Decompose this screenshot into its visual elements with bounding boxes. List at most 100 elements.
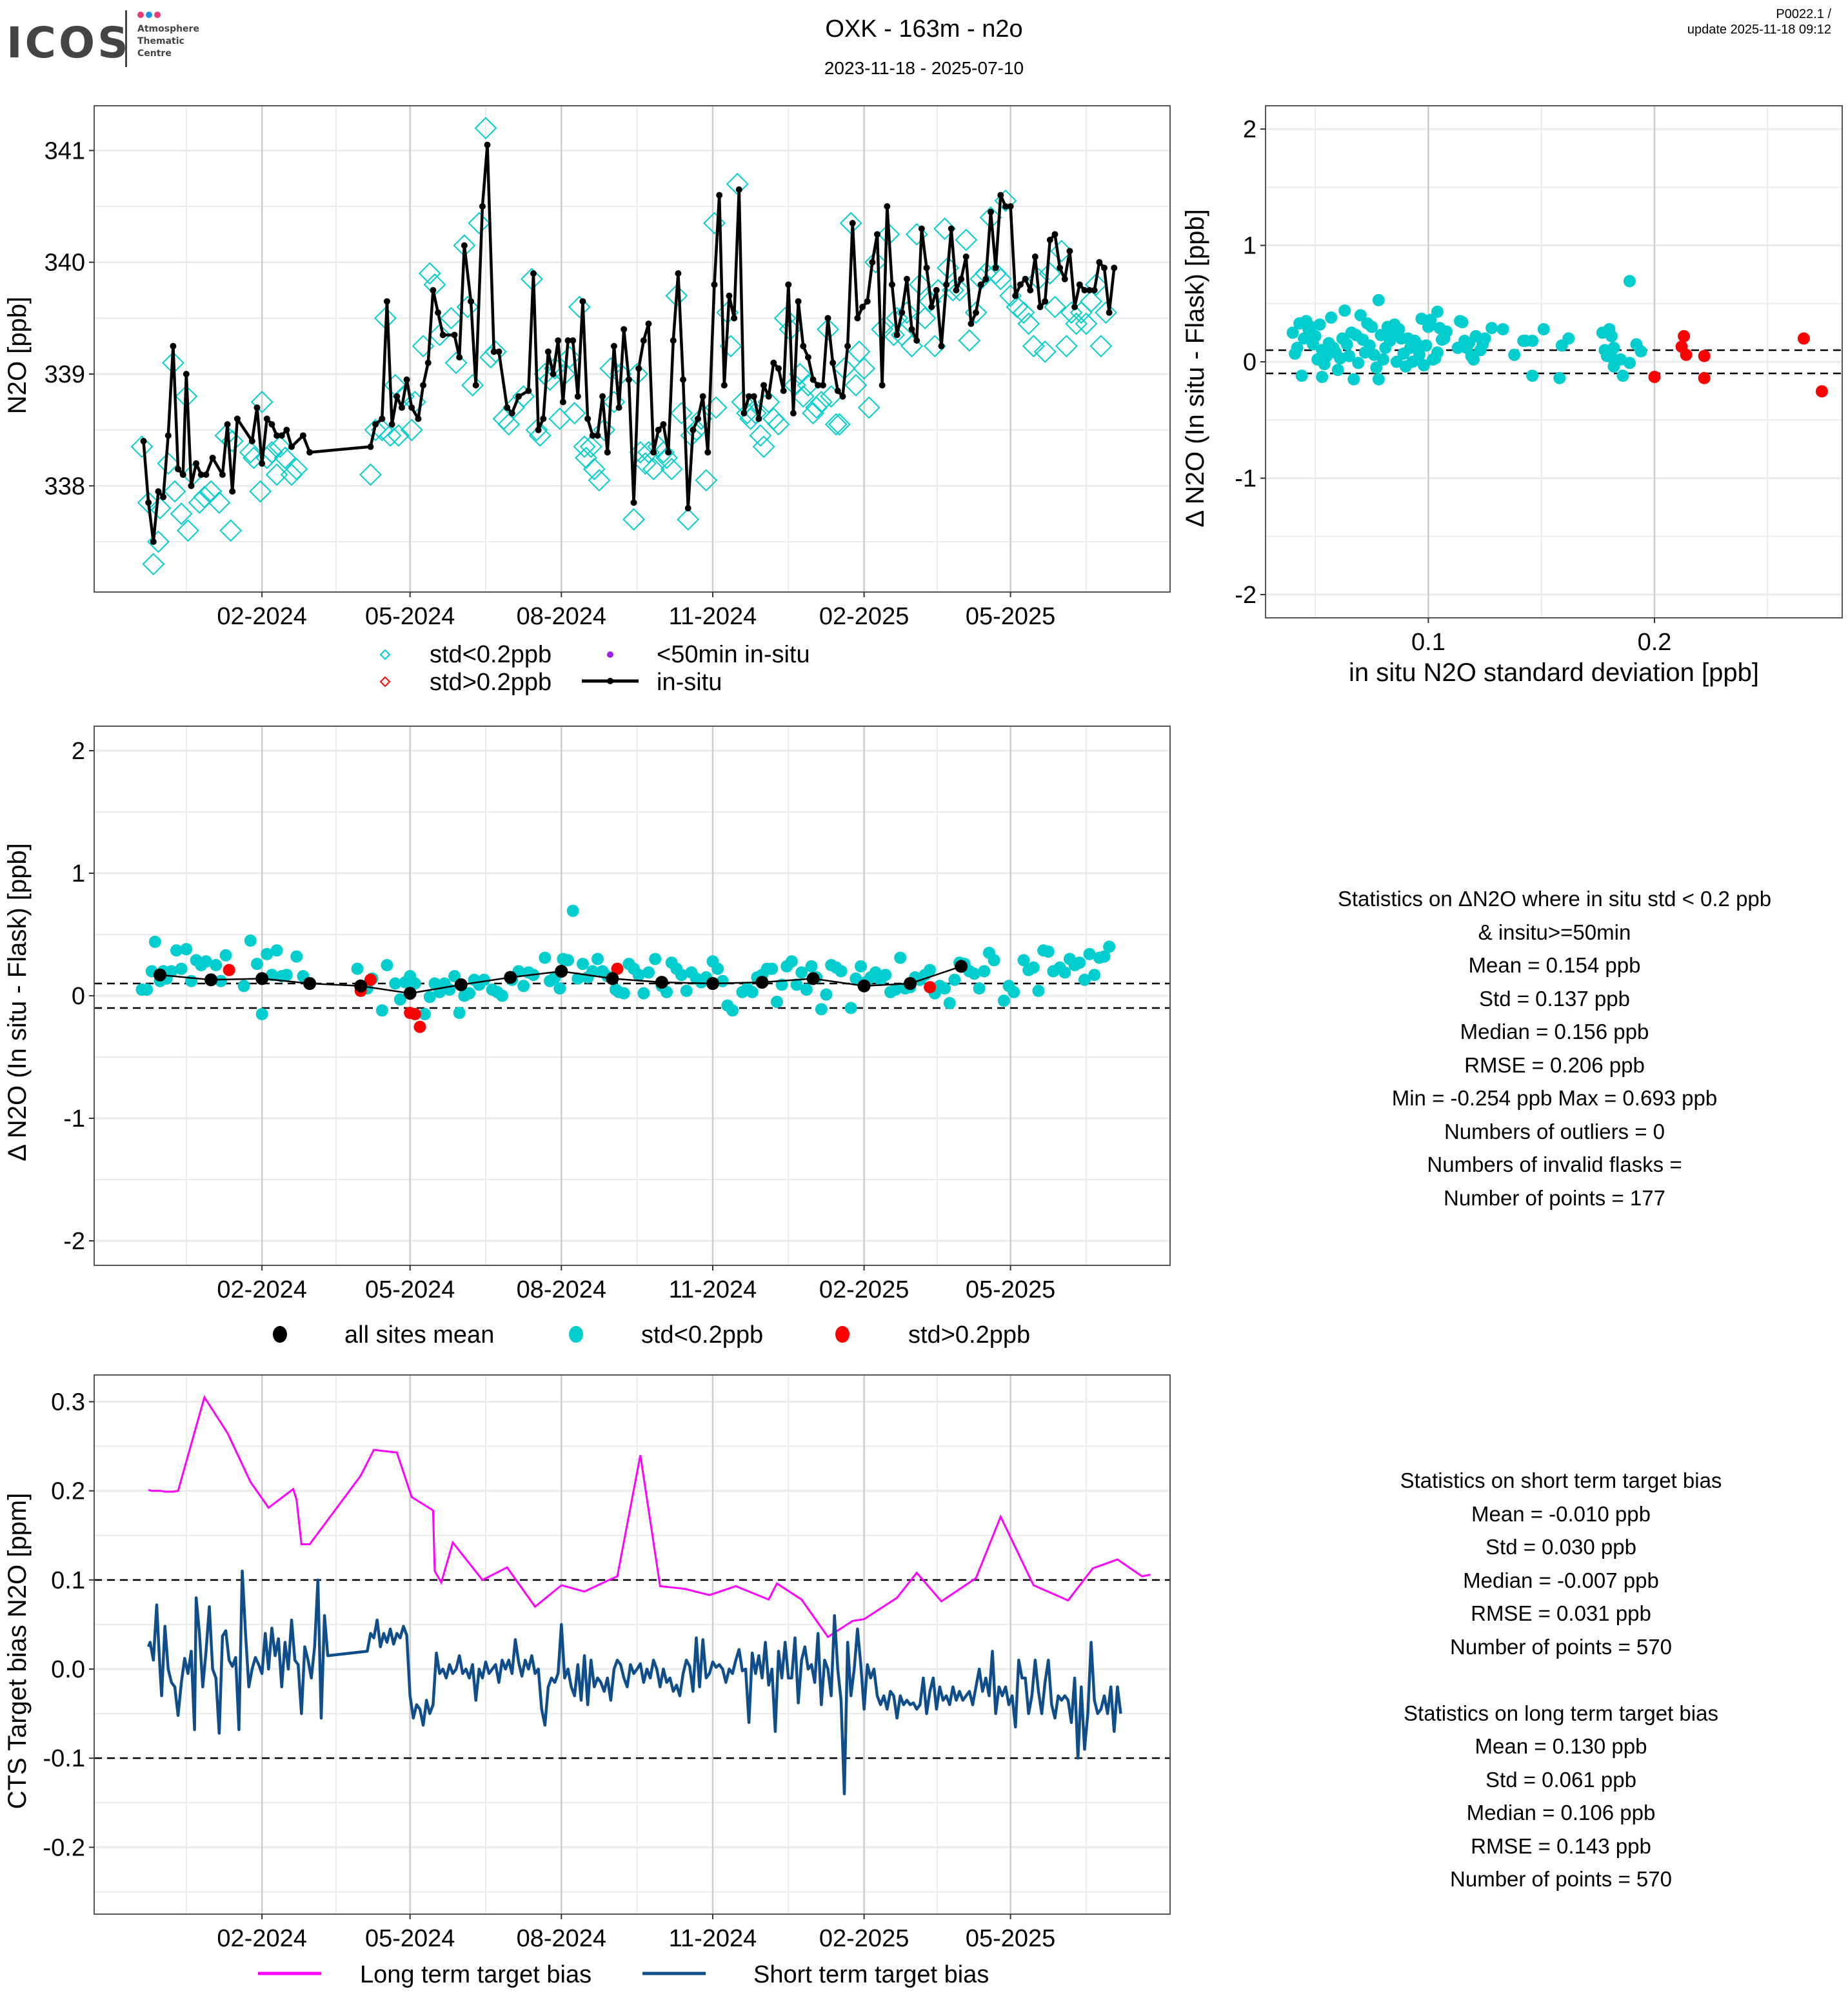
flask-diamond [810, 390, 833, 413]
legend-bottom-svg: Long term target bias Short term target … [258, 1961, 989, 1988]
point-std-low [746, 985, 759, 998]
insitu-point [224, 421, 231, 428]
flask-diamond [736, 402, 759, 425]
point-std-low [889, 984, 902, 996]
mean-point [403, 987, 417, 1000]
flask-diamond [193, 486, 216, 509]
flask-diamond [726, 172, 749, 195]
point-std-low [1352, 357, 1365, 370]
flask-diamond [622, 508, 645, 531]
timeseries-y-title: N2O [ppb] [3, 297, 32, 414]
insitu-point [765, 393, 772, 400]
insitu-point [711, 281, 718, 288]
insitu-point [1007, 203, 1014, 210]
point-std-low [1027, 961, 1040, 974]
stats-line: Mean = 0.154 ppb [1468, 953, 1641, 977]
x-tick-label: 08-2024 [517, 1925, 606, 1952]
stats-line: Median = 0.106 ppb [1466, 1801, 1656, 1824]
insitu-point [203, 471, 210, 478]
insitu-point [830, 359, 837, 366]
point-std-low [1413, 348, 1426, 361]
stats-line: Median = -0.007 ppb [1463, 1568, 1659, 1592]
flask-diamond [440, 306, 462, 330]
point-std-low [770, 996, 783, 1008]
logo-line: Thematic [137, 36, 184, 46]
point-std-low [1017, 954, 1030, 967]
flask-diamond [148, 497, 172, 520]
version-info: P0022.1 / update 2025-11-18 09:12 [1687, 6, 1831, 37]
logo-line: Centre [137, 48, 172, 59]
insitu-point [430, 287, 437, 293]
flask-diamond [142, 553, 165, 576]
insitu-point [306, 449, 313, 456]
point-std-low [632, 969, 645, 982]
insitu-point [504, 404, 511, 411]
insitu-point [750, 393, 757, 400]
insitu-point [760, 382, 768, 389]
insitu-point [1051, 231, 1058, 238]
x-tick-label: 0.1 [1411, 629, 1446, 656]
stats-target-panel: Statistics on short term target bias Mean… [1277, 1464, 1845, 1896]
point-std-low [423, 991, 436, 1004]
point-std-low [389, 977, 402, 990]
date-range: 2023-11-18 - 2025-07-10 [824, 58, 1024, 78]
insitu-point [1057, 264, 1064, 272]
flask-diamond [642, 457, 665, 480]
insitu-point [160, 493, 167, 500]
flask-diamond [379, 424, 402, 447]
point-std-low [214, 974, 227, 987]
insitu-point [219, 471, 226, 478]
insitu-point [992, 264, 999, 272]
flask-diamond [844, 373, 868, 397]
insitu-point [1100, 264, 1108, 272]
flask-diamond [1060, 301, 1083, 324]
insitu-point [977, 281, 984, 288]
insitu-point [824, 315, 831, 322]
flask-diamond [857, 396, 880, 419]
stats-line: Number of points = 570 [1450, 1634, 1672, 1659]
flask-diamond [249, 480, 272, 503]
insitu-point [584, 415, 591, 422]
x-tick-label: 05-2025 [966, 603, 1055, 630]
point-std-low [141, 984, 154, 996]
flask-diamond [660, 457, 683, 480]
insitu-point [393, 393, 401, 400]
dot-icon [273, 1326, 287, 1343]
insitu-point [1037, 304, 1044, 310]
point-std-low [711, 962, 724, 975]
x-tick-label: 02-2025 [819, 1276, 909, 1303]
x-tick-label: 08-2024 [517, 1276, 606, 1303]
insitu-point [933, 287, 940, 293]
point-std-low [1526, 370, 1539, 382]
point-std-low [165, 965, 178, 978]
insitu-point [594, 432, 601, 439]
stats-line: Median = 0.156 ppb [1460, 1020, 1649, 1043]
flask-diamond [1022, 335, 1045, 358]
stats-line: RMSE = 0.031 ppb [1471, 1601, 1651, 1625]
insitu-point [408, 404, 415, 411]
point-std-low [1286, 326, 1299, 339]
insitu-point [810, 376, 817, 383]
legend-label: std<0.2ppb [430, 645, 551, 668]
mean-point [504, 971, 517, 984]
insitu-point [145, 499, 152, 506]
point-std-low [1424, 313, 1437, 326]
point-std-low [351, 962, 364, 975]
long-term-bias-line [148, 1394, 1151, 1639]
point-std-low [210, 959, 223, 971]
flask-diamond [802, 402, 824, 425]
mean-point [303, 977, 317, 990]
insitu-line [142, 143, 1116, 544]
stats-line: Numbers of outliers = 0 [1444, 1119, 1665, 1143]
point-std-low [1372, 293, 1385, 306]
insitu-point [928, 304, 935, 310]
target-bias-series [94, 1394, 1170, 1795]
point-std-low [1331, 364, 1344, 377]
insitu-point [415, 415, 422, 422]
flask-diamond [955, 228, 978, 252]
point-std-low [1537, 322, 1550, 335]
insitu-point [259, 460, 266, 467]
flask-diamond [629, 440, 652, 464]
diamond-icon [379, 676, 391, 687]
